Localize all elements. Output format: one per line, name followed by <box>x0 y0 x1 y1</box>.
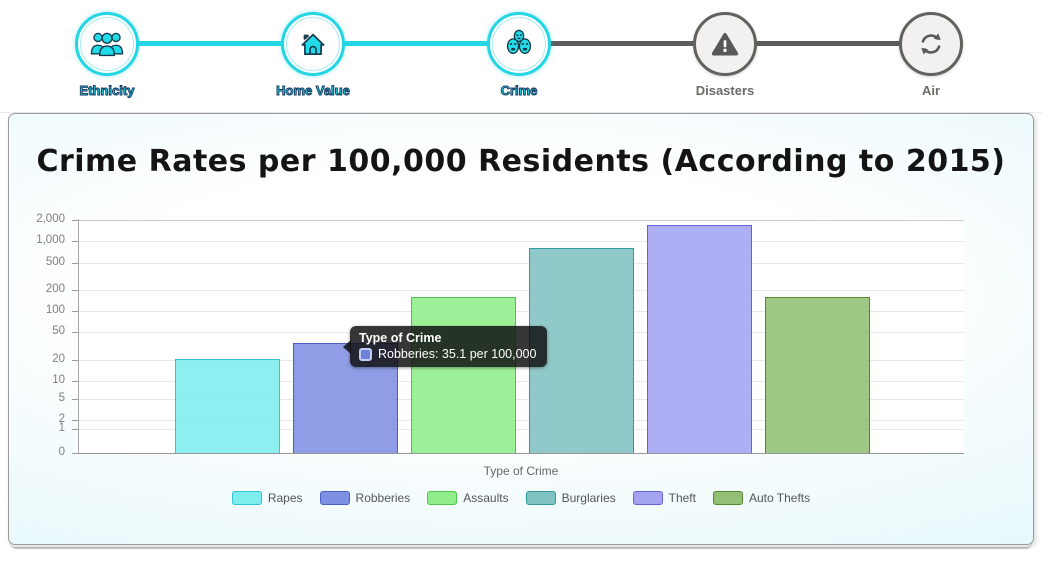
step-label-crime: Crime <box>500 83 538 99</box>
legend-label: Assaults <box>463 491 509 505</box>
step-circle-air[interactable] <box>899 12 963 76</box>
connector-homevalue-crime <box>313 41 519 46</box>
step-circle-ethnicity[interactable] <box>75 12 139 76</box>
y-tick-label: 2,000 <box>36 212 65 225</box>
connector-disasters-air <box>725 41 931 46</box>
y-tick-mark <box>72 311 78 312</box>
y-tick-mark <box>72 262 78 264</box>
legend-item-assaults[interactable]: Assaults <box>427 491 509 505</box>
step-disasters[interactable]: Disasters <box>680 12 770 98</box>
y-tick-mark <box>72 360 78 361</box>
y-tick-label: 100 <box>45 304 65 316</box>
tooltip-series-swatch <box>359 347 372 361</box>
legend-label: Rapes <box>267 491 303 505</box>
legend-item-burglaries[interactable]: Burglaries <box>525 491 616 505</box>
bar-assaults[interactable] <box>410 296 516 453</box>
house-icon <box>301 33 325 56</box>
tooltip-value-text: Robberies: 35.1 per 100,000 <box>378 347 537 361</box>
legend-item-auto-thefts[interactable]: Auto Thefts <box>712 491 811 505</box>
legend-item-rapes[interactable]: Rapes <box>231 491 303 505</box>
step-label-disasters: Disasters <box>695 83 755 98</box>
gridline-1 <box>79 428 964 430</box>
gridline-10 <box>79 380 964 382</box>
chart-legend: Rapes Robberies Assaults Burglaries Theft Aut… <box>9 491 1033 505</box>
y-tick-label: 5 <box>58 392 65 404</box>
tooltip-arrow <box>343 340 351 354</box>
y-tick-label: 20 <box>52 353 65 365</box>
recycle-icon <box>921 33 941 55</box>
legend-swatch <box>231 491 262 505</box>
warning-triangle-icon <box>711 32 739 56</box>
legend-swatch <box>319 491 350 505</box>
step-ethnicity[interactable]: Ethnicity <box>62 12 152 98</box>
connector-crime-disasters <box>519 41 725 46</box>
step-label-ethnicity: Ethnicity <box>79 83 135 99</box>
step-air[interactable]: Air <box>886 12 976 98</box>
y-tick-label: 1 <box>58 421 65 434</box>
y-tick-label: 500 <box>45 255 65 268</box>
y-tick-mark <box>72 241 78 242</box>
step-home-value[interactable]: Home Value <box>268 12 358 98</box>
chart-title: Crime Rates per 100,000 Residents (Accor… <box>36 144 1006 179</box>
y-tick-mark <box>72 219 78 221</box>
bar-auto-thefts[interactable] <box>764 296 870 453</box>
y-tick-mark <box>72 290 78 291</box>
bar-rapes[interactable] <box>174 358 280 453</box>
legend-label: Robberies <box>355 491 411 505</box>
gridline-200 <box>79 290 964 291</box>
step-circle-home-value[interactable] <box>281 12 345 76</box>
legend-label: Theft <box>668 491 696 505</box>
step-label-air: Air <box>921 83 941 98</box>
gridline-5 <box>79 399 964 400</box>
legend-swatch <box>525 491 556 505</box>
y-tick-label: 0 <box>58 446 65 458</box>
y-tick-label: 200 <box>45 283 65 295</box>
legend-label: Burglaries <box>561 491 616 505</box>
gridline-500 <box>79 262 964 264</box>
step-circle-disasters[interactable] <box>693 12 757 76</box>
bar-theft[interactable] <box>646 224 752 453</box>
legend-label: Auto Thefts <box>748 491 811 505</box>
legend-item-robberies[interactable]: Robberies <box>319 491 411 505</box>
step-circle-crime[interactable] <box>487 12 551 76</box>
gridline-2 <box>79 419 964 421</box>
x-axis-label: Type of Crime <box>483 464 559 478</box>
gridline-100 <box>79 311 964 312</box>
legend-swatch <box>712 491 743 505</box>
y-tick-mark <box>72 332 78 333</box>
legend-swatch <box>427 491 458 505</box>
y-tick-label: 2 <box>58 412 65 425</box>
step-label-home-value: Home Value <box>276 83 351 99</box>
chart-panel: Crime Rates per 100,000 Residents (Accor… <box>8 113 1034 545</box>
gridline-1000 <box>79 241 964 242</box>
y-tick-mark <box>72 453 78 454</box>
crime-masks-icon <box>506 29 532 54</box>
y-tick-mark <box>72 419 78 421</box>
y-tick-mark <box>72 380 78 382</box>
y-tick-mark <box>72 428 78 430</box>
tooltip: Type of Crime Robberies: 35.1 per 100,00… <box>343 326 548 367</box>
gridline-2000 <box>79 219 964 221</box>
legend-swatch <box>632 491 663 505</box>
y-tick-label: 10 <box>52 373 65 386</box>
people-icon <box>90 32 124 57</box>
step-crime[interactable]: Crime <box>474 12 564 98</box>
y-tick-label: 1,000 <box>36 234 65 246</box>
y-tick-label: 50 <box>52 325 65 337</box>
tooltip-title: Type of Crime <box>359 331 442 345</box>
progress-stepper: Ethnicity Home Value <box>0 0 1042 113</box>
connector-ethnicity-homevalue <box>107 41 313 46</box>
y-tick-mark <box>72 399 78 400</box>
legend-item-theft[interactable]: Theft <box>632 491 696 505</box>
